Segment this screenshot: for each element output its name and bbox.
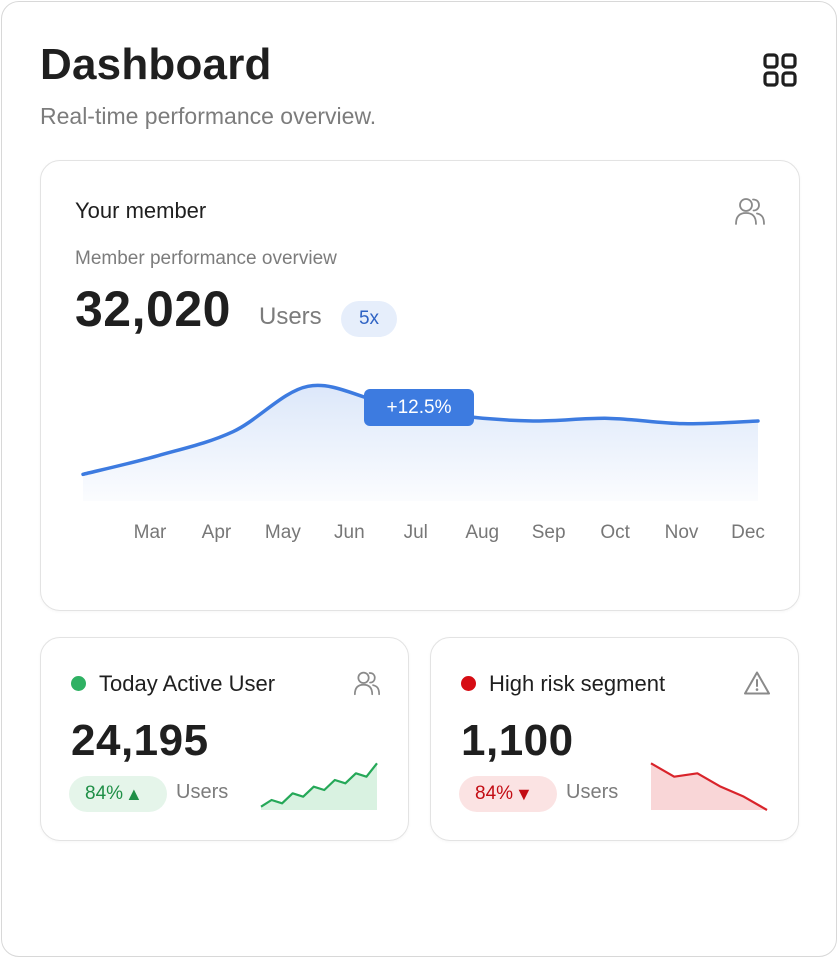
users-icon	[735, 198, 765, 225]
risk-units: Users	[566, 781, 619, 803]
member-chart-area	[83, 385, 758, 501]
risk-spark-area	[651, 763, 767, 810]
risk-percent: 84%	[475, 783, 514, 804]
member-card-description: Member performance overview	[75, 248, 337, 269]
active-units: Users	[176, 781, 229, 803]
x-tick-sep: Sep	[531, 522, 566, 543]
x-tick-may: May	[264, 522, 301, 543]
active-percent: 84%	[85, 783, 124, 804]
multiplier-badge: 5x	[341, 301, 397, 337]
warning-icon	[744, 671, 770, 695]
trend-up-icon: ▲	[125, 783, 143, 804]
active-status-dot	[71, 676, 86, 691]
growth-tooltip: +12.5%	[364, 389, 474, 426]
member-users-button[interactable]	[733, 195, 767, 227]
users-icon	[354, 671, 380, 696]
x-tick-nov: Nov	[664, 522, 699, 543]
grid-view-button[interactable]	[758, 48, 802, 92]
risk-spark-line	[650, 762, 768, 811]
active-percent-badge: 84% ▲	[69, 776, 167, 812]
risk-status-dot	[461, 676, 476, 691]
risk-segment-card: High risk segment 1,100 84% ▼ Users	[430, 637, 799, 841]
active-user-count: 24,195	[71, 716, 209, 765]
active-user-card: Today Active User 24,195 84% ▲ Users	[40, 637, 409, 841]
x-tick-aug: Aug	[465, 522, 500, 543]
x-tick-oct: Oct	[600, 522, 630, 543]
grid-icon	[763, 53, 797, 87]
active-card-title: Today Active User	[99, 671, 276, 696]
trend-down-icon: ▼	[515, 783, 533, 804]
page-subtitle: Real-time performance overview.	[40, 103, 377, 129]
active-spark-line	[260, 762, 378, 808]
active-sparkline	[260, 762, 378, 810]
member-count: 32,020	[75, 281, 231, 337]
member-units: Users	[259, 303, 322, 330]
risk-warning-button[interactable]	[742, 668, 772, 698]
x-tick-dec: Dec	[731, 522, 765, 543]
risk-count: 1,100	[461, 716, 574, 765]
active-spark-area	[261, 763, 377, 810]
x-tick-jul: Jul	[403, 522, 428, 543]
x-tick-mar: Mar	[133, 522, 167, 543]
member-card: Your member Member performance overview …	[40, 160, 800, 611]
risk-percent-badge: 84% ▼	[459, 776, 557, 812]
risk-sparkline	[650, 762, 768, 811]
x-tick-apr: Apr	[201, 522, 232, 543]
x-tick-jun: Jun	[334, 522, 365, 543]
member-chart	[81, 383, 760, 501]
active-users-button[interactable]	[352, 668, 382, 698]
risk-card-title: High risk segment	[489, 671, 666, 696]
page-title: Dashboard	[40, 40, 272, 89]
member-card-title: Your member	[75, 198, 207, 223]
